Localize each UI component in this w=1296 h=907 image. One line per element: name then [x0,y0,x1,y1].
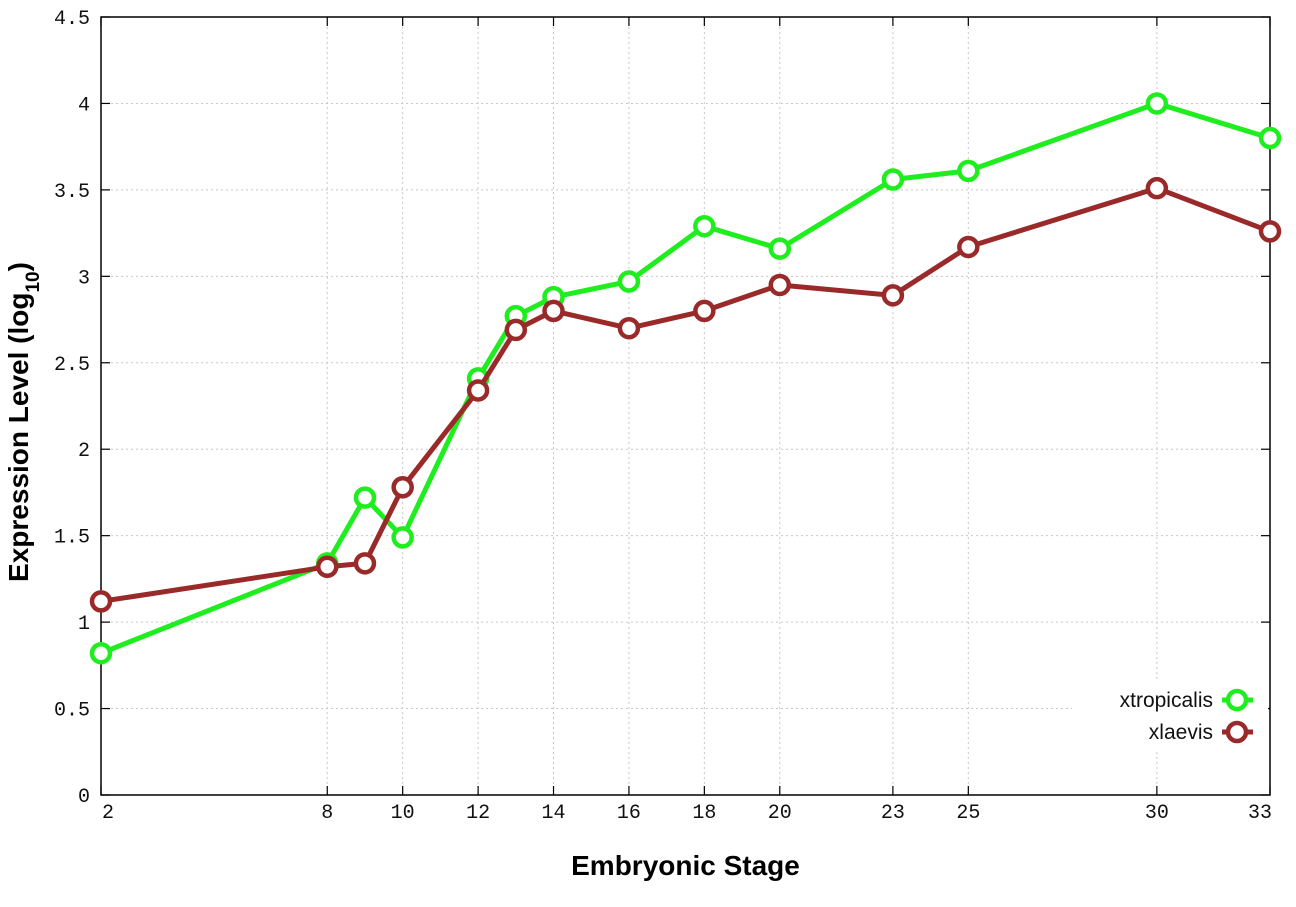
y-tick-label: 0.5 [54,700,90,723]
data-point [316,555,339,579]
data-point [881,284,905,307]
series-lines [89,92,1282,665]
x-axis-title: Embryonic Stage [571,850,800,881]
y-tick-label: 3 [78,267,90,290]
data-point [89,590,113,613]
data-point [1258,220,1282,243]
x-tick-label: 20 [768,802,792,825]
data-point [617,270,641,293]
y-tick-label: 2 [78,440,90,463]
legend: xtropicalis xlaevis [1072,680,1268,752]
data-point [957,235,980,259]
y-tick-label: 3.5 [54,181,90,204]
axis-ticks: 0 0.5 1 1.5 2 2.5 3 3.5 4 4.5 2 8 10 12 14 16 18 20 23 25 30… [54,8,1272,825]
x-tick-label: 12 [466,802,490,825]
y-axis-title-main: Expression Level (log [3,293,34,582]
x-tick-label: 33 [1248,802,1272,825]
y-tick-label: 4 [78,94,90,117]
series-line [100,185,1271,604]
legend-swatch-marker [1225,720,1249,744]
y-tick-label: 2.5 [54,354,90,377]
data-point [768,237,792,260]
x-tick-label: 23 [881,802,905,825]
data-point [391,526,414,549]
legend-label: xtropicalis [1120,689,1213,712]
y-tick-label: 4.5 [54,8,90,31]
data-point [693,214,716,238]
data-point [504,318,528,342]
data-point [1145,92,1169,115]
data-point [353,552,377,575]
series-xlaevis [89,176,1282,613]
data-point [89,641,113,665]
data-point [1145,176,1169,200]
x-tick-label: 14 [542,802,566,825]
legend-swatch-marker [1225,688,1249,712]
data-point [1258,126,1282,150]
x-tick-label: 16 [617,802,641,825]
x-tick-label: 30 [1145,802,1169,825]
x-tick-label: 8 [321,802,333,825]
data-point [542,299,565,323]
y-axis-title: Expression Level (log10) [3,262,44,582]
x-tick-label: 25 [956,802,980,825]
data-point [768,273,792,297]
legend-label: xlaevis [1149,721,1213,744]
x-tick-label: 2 [102,802,114,825]
data-point [881,168,905,191]
data-point [693,299,716,323]
data-point [617,316,641,340]
y-tick-label: 1.5 [54,527,90,550]
data-point [957,159,980,183]
data-point [353,486,377,509]
y-tick-label: 1 [78,613,90,636]
series-line [100,100,1271,656]
data-point [391,476,414,499]
x-tick-label: 10 [391,802,415,825]
y-tick-label: 0 [78,786,90,809]
x-tick-label: 18 [692,802,716,825]
y-axis-title-subscript: 10 [23,271,44,292]
data-point [466,379,490,402]
grid [101,17,1270,795]
y-axis-title-close: ) [3,262,34,271]
plot-frame [100,16,1271,796]
